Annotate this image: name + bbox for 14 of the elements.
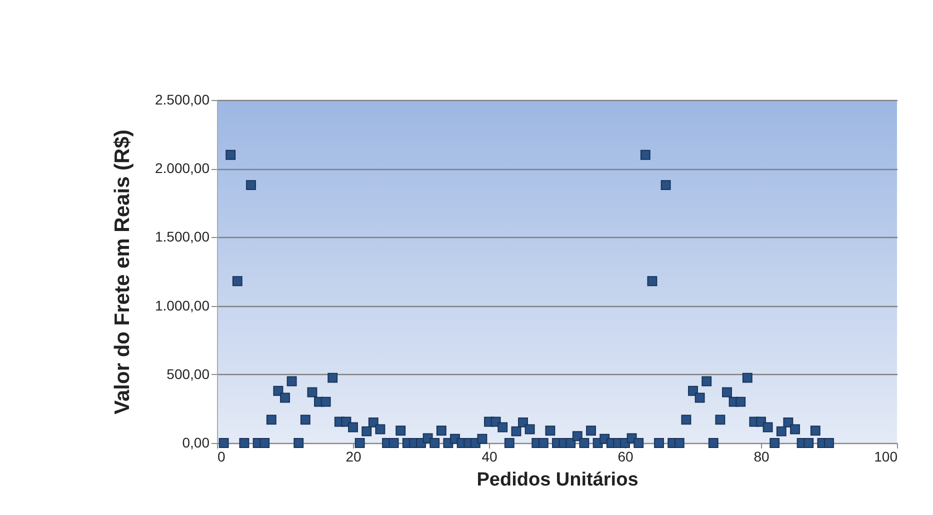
x-tick-label: 40 xyxy=(482,448,498,464)
x-tick-label: 100 xyxy=(874,448,898,464)
y-axis-title: Valor do Frete em Reais (R$) xyxy=(111,130,134,414)
x-tick-label: 20 xyxy=(346,448,362,464)
x-axis-title: Pedidos Unitários xyxy=(476,470,638,490)
y-tick-label: 0,00 xyxy=(182,434,210,450)
y-tick-label: 2.000,00 xyxy=(155,160,210,176)
y-tick-label: 1.000,00 xyxy=(155,297,210,314)
y-tick-label: 500,00 xyxy=(166,366,210,382)
y-tick-label: 1.500,00 xyxy=(155,228,210,245)
x-tick-label: 80 xyxy=(754,448,770,464)
y-tick-label: 2.500,00 xyxy=(155,92,210,108)
x-tick-label: 0 xyxy=(218,448,226,464)
x-tick-label: 60 xyxy=(618,448,634,464)
